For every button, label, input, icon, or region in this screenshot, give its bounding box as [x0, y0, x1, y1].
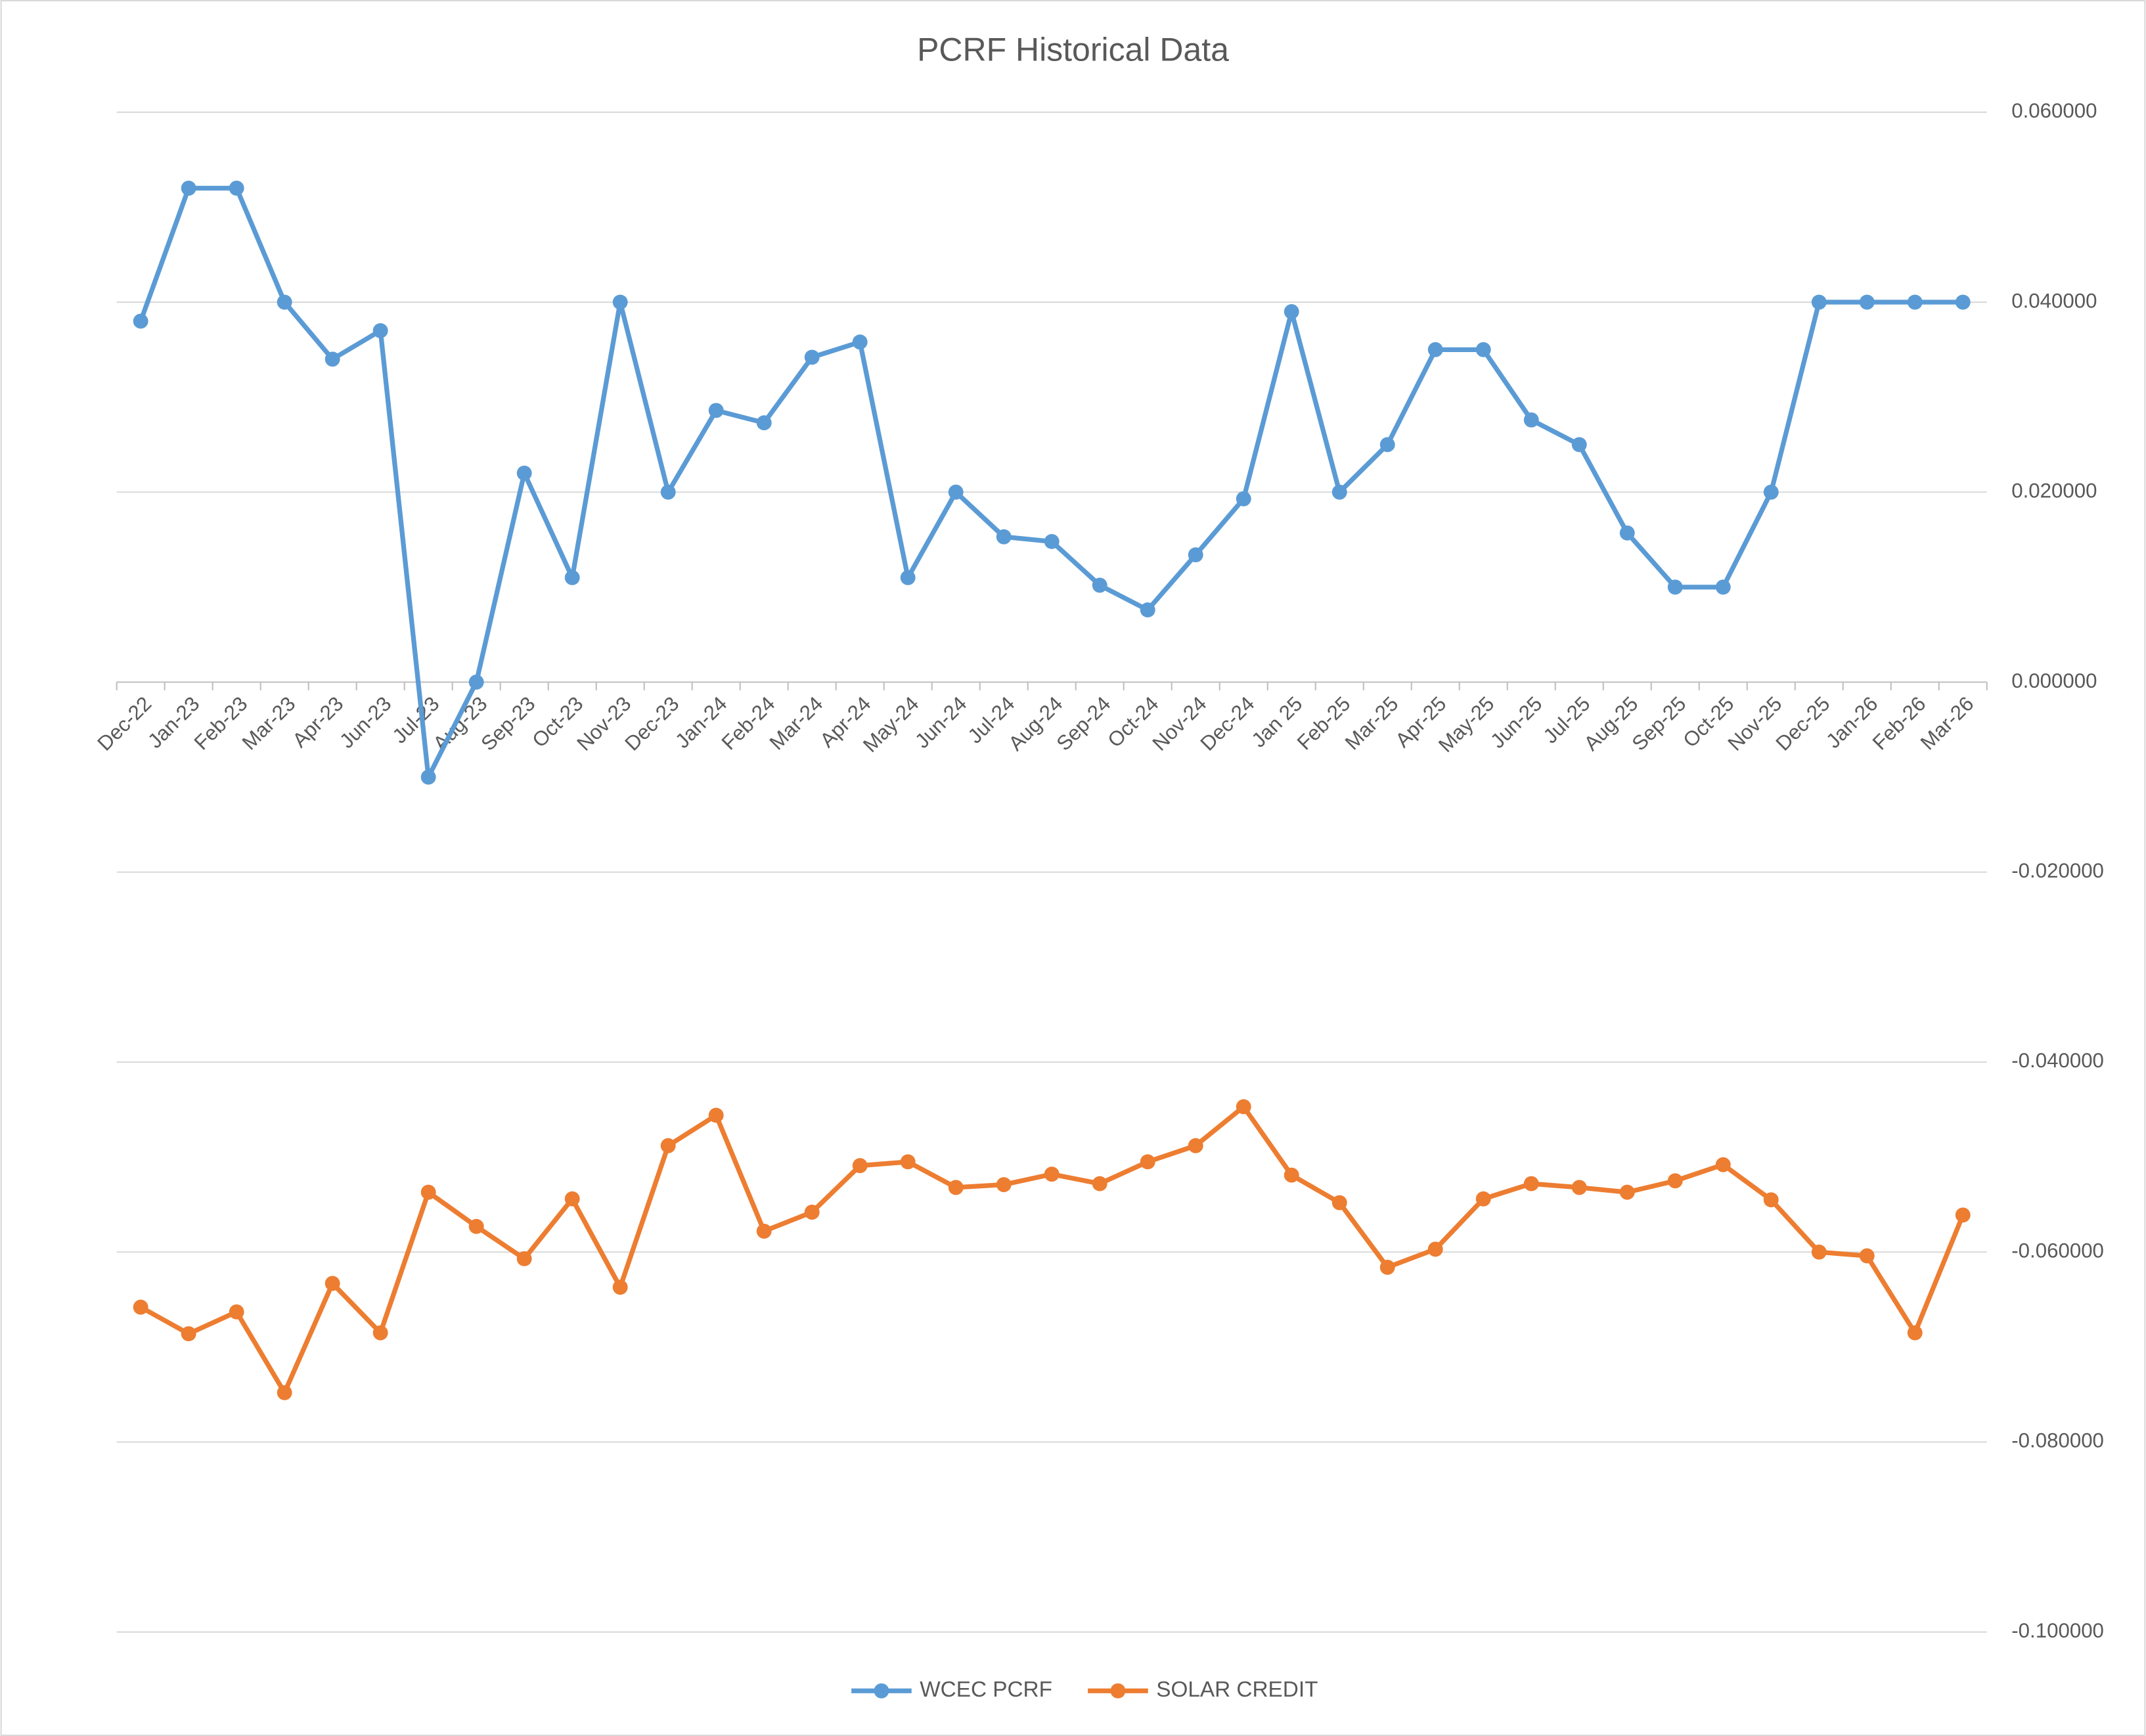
data-point — [804, 1205, 820, 1220]
data-point — [1859, 1248, 1875, 1264]
data-point — [133, 313, 148, 329]
data-point — [1619, 1184, 1635, 1200]
data-point — [660, 1138, 676, 1153]
data-point — [1763, 484, 1779, 500]
data-point — [1188, 547, 1203, 563]
data-point — [612, 294, 628, 310]
y-tick-label: 0.000000 — [2011, 669, 2097, 692]
y-tick-label: -0.040000 — [2011, 1049, 2104, 1072]
y-tick-label: 0.020000 — [2011, 479, 2097, 502]
data-point — [804, 349, 820, 365]
data-point — [516, 1251, 532, 1266]
data-point — [1811, 294, 1827, 310]
data-point — [468, 1218, 484, 1234]
legend-marker — [874, 1683, 889, 1699]
data-point — [1188, 1138, 1203, 1153]
data-point — [1475, 1191, 1491, 1207]
data-point — [229, 1304, 244, 1320]
data-point — [852, 1158, 868, 1174]
data-point — [1140, 1154, 1155, 1170]
y-tick-label: -0.080000 — [2011, 1429, 2104, 1452]
data-point — [1427, 1241, 1443, 1257]
data-point — [1523, 1176, 1539, 1191]
data-point — [1619, 525, 1635, 541]
y-tick-label: -0.060000 — [2011, 1239, 2104, 1262]
data-point — [1284, 1167, 1299, 1183]
data-point — [372, 323, 388, 338]
data-point — [1475, 342, 1491, 357]
data-point — [229, 181, 244, 196]
data-point — [1331, 1195, 1347, 1211]
data-point — [564, 1191, 580, 1207]
data-point — [756, 415, 772, 431]
data-point — [1907, 294, 1923, 310]
data-point — [996, 1177, 1012, 1193]
data-point — [1140, 602, 1155, 618]
data-point — [277, 294, 292, 310]
data-point — [1331, 484, 1347, 500]
data-point — [1523, 412, 1539, 428]
data-point — [372, 1325, 388, 1341]
data-point — [1715, 579, 1731, 595]
data-point — [1715, 1157, 1731, 1172]
data-point — [324, 351, 340, 367]
y-tick-label: 0.060000 — [2011, 99, 2097, 122]
data-point — [1092, 577, 1107, 593]
data-point — [948, 1180, 964, 1195]
data-point — [420, 769, 436, 785]
data-point — [1859, 294, 1875, 310]
data-point — [1907, 1325, 1923, 1341]
data-point — [133, 1299, 148, 1315]
data-point — [1955, 294, 1971, 310]
data-point — [277, 1385, 292, 1400]
data-point — [420, 1184, 436, 1200]
y-tick-label: 0.040000 — [2011, 289, 2097, 312]
legend-label: WCEC PCRF — [920, 1678, 1052, 1702]
y-tick-label: -0.020000 — [2011, 859, 2104, 882]
chart-title: PCRF Historical Data — [917, 31, 1229, 68]
data-point — [852, 334, 868, 350]
data-point — [756, 1223, 772, 1239]
y-tick-label: -0.100000 — [2011, 1619, 2104, 1642]
data-point — [1667, 1173, 1683, 1189]
legend-marker — [1110, 1683, 1126, 1699]
data-point — [516, 465, 532, 481]
data-point — [1379, 437, 1395, 453]
data-point — [1044, 534, 1060, 549]
data-point — [468, 675, 484, 690]
data-point — [1427, 342, 1443, 357]
data-point — [660, 484, 676, 500]
data-point — [708, 403, 724, 418]
legend-label: SOLAR CREDIT — [1156, 1678, 1318, 1702]
data-point — [708, 1107, 724, 1123]
data-point — [948, 484, 964, 500]
data-point — [1284, 304, 1299, 319]
data-point — [900, 569, 916, 585]
data-point — [1667, 579, 1683, 595]
data-point — [1236, 1099, 1251, 1115]
data-point — [1763, 1192, 1779, 1208]
data-point — [1092, 1176, 1107, 1191]
data-point — [564, 569, 580, 585]
data-point — [1236, 491, 1251, 506]
data-point — [181, 1326, 196, 1342]
data-point — [1571, 437, 1587, 453]
data-point — [1044, 1167, 1060, 1182]
data-point — [1955, 1207, 1971, 1223]
data-point — [1571, 1180, 1587, 1195]
data-point — [996, 529, 1012, 545]
data-point — [1811, 1244, 1827, 1260]
data-point — [900, 1154, 916, 1170]
data-point — [612, 1280, 628, 1295]
data-point — [1379, 1259, 1395, 1275]
data-point — [324, 1276, 340, 1291]
data-point — [181, 181, 196, 196]
